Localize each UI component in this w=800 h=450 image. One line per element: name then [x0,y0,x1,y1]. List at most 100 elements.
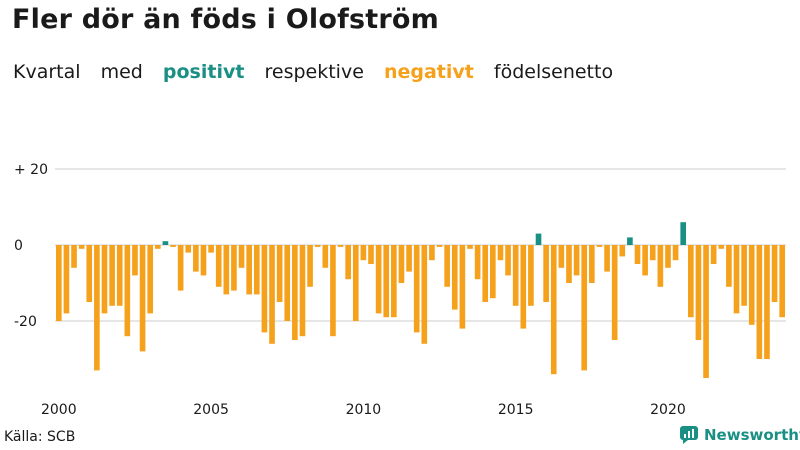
bar [208,245,214,253]
bar [299,245,306,337]
bar [703,245,709,378]
y-tick-label: + 20 [14,162,48,178]
bar [162,241,169,245]
bar [436,245,443,247]
subtitle-negative-label: negativt [383,61,474,83]
bar [177,245,184,291]
bar [314,245,321,247]
bar [505,245,511,276]
x-tick-label: 2015 [498,402,534,418]
bar [78,245,85,249]
bar [101,245,108,314]
bar [688,245,694,318]
bar [368,245,374,264]
y-tick-label: 0 [14,238,23,254]
bar [63,245,70,314]
bar [284,245,291,321]
bar [94,245,100,371]
subtitle-positive-label: positivt [162,61,245,83]
bar [733,245,740,314]
source-note: Källa: SCB [4,429,76,445]
bar [520,245,527,329]
bar [406,245,412,272]
bar [756,245,763,359]
bar [375,245,382,314]
chart-subtitle: Kvartal med positivt respektive negativt… [13,61,627,83]
bar [322,245,329,268]
bar [71,245,77,268]
bar [741,245,747,306]
bar [718,245,725,249]
x-tick-label: 2000 [41,402,77,418]
bar [185,245,192,253]
bar [383,245,390,318]
bar [512,245,519,306]
x-tick-label: 2020 [650,402,686,418]
newsworthy-logo-icon [680,426,698,444]
bar [170,245,176,247]
brand-name: Newsworthy [704,426,800,444]
bar [589,245,595,283]
bar [482,245,489,302]
x-tick-label: 2005 [193,402,229,418]
bar [642,245,648,276]
bar [139,245,146,352]
y-tick-label: -20 [14,314,37,330]
bar [261,245,268,333]
bar [253,245,260,295]
bar [634,245,641,264]
bar [566,245,572,283]
bar [680,222,687,245]
bar [86,245,93,302]
bar [459,245,466,329]
bar [771,245,778,302]
bar [573,245,580,276]
bar [132,245,138,276]
bar [398,245,405,283]
bar [345,245,351,280]
bar [391,245,397,318]
bar [764,245,770,359]
bar [497,245,504,261]
bar [238,245,245,268]
bar [444,245,450,287]
bar [619,245,626,257]
bar [269,245,275,344]
bar [451,245,458,310]
bar [649,245,656,261]
bar [695,245,702,340]
bar [109,245,115,306]
bar [55,245,62,321]
bar [147,245,153,314]
bar [558,245,565,268]
bar [550,245,557,375]
bar [581,245,588,371]
bar [535,233,542,245]
bar [429,245,435,261]
subtitle-word-birth-surplus: födelsenetto [493,61,614,83]
bar [627,237,633,245]
subtitle-word-quarter: Kvartal [13,61,81,83]
bar [215,245,222,287]
bar [246,245,252,295]
bar [604,245,610,272]
bar [154,245,161,249]
bar [231,245,237,291]
bar [360,245,367,261]
bar [657,245,664,287]
subtitle-word-with: med [100,61,143,83]
bar [307,245,313,287]
bar [665,245,671,268]
bar [611,245,618,340]
bar [474,245,481,280]
bar [596,245,603,247]
bar [337,245,344,247]
subtitle-word-respectively: respektive [264,61,364,83]
bar [467,245,473,249]
bar [276,245,283,302]
bar [124,245,131,337]
chart-title: Fler dör än föds i Olofström [12,4,439,35]
bar [710,245,717,264]
x-tick-label: 2010 [346,402,382,418]
